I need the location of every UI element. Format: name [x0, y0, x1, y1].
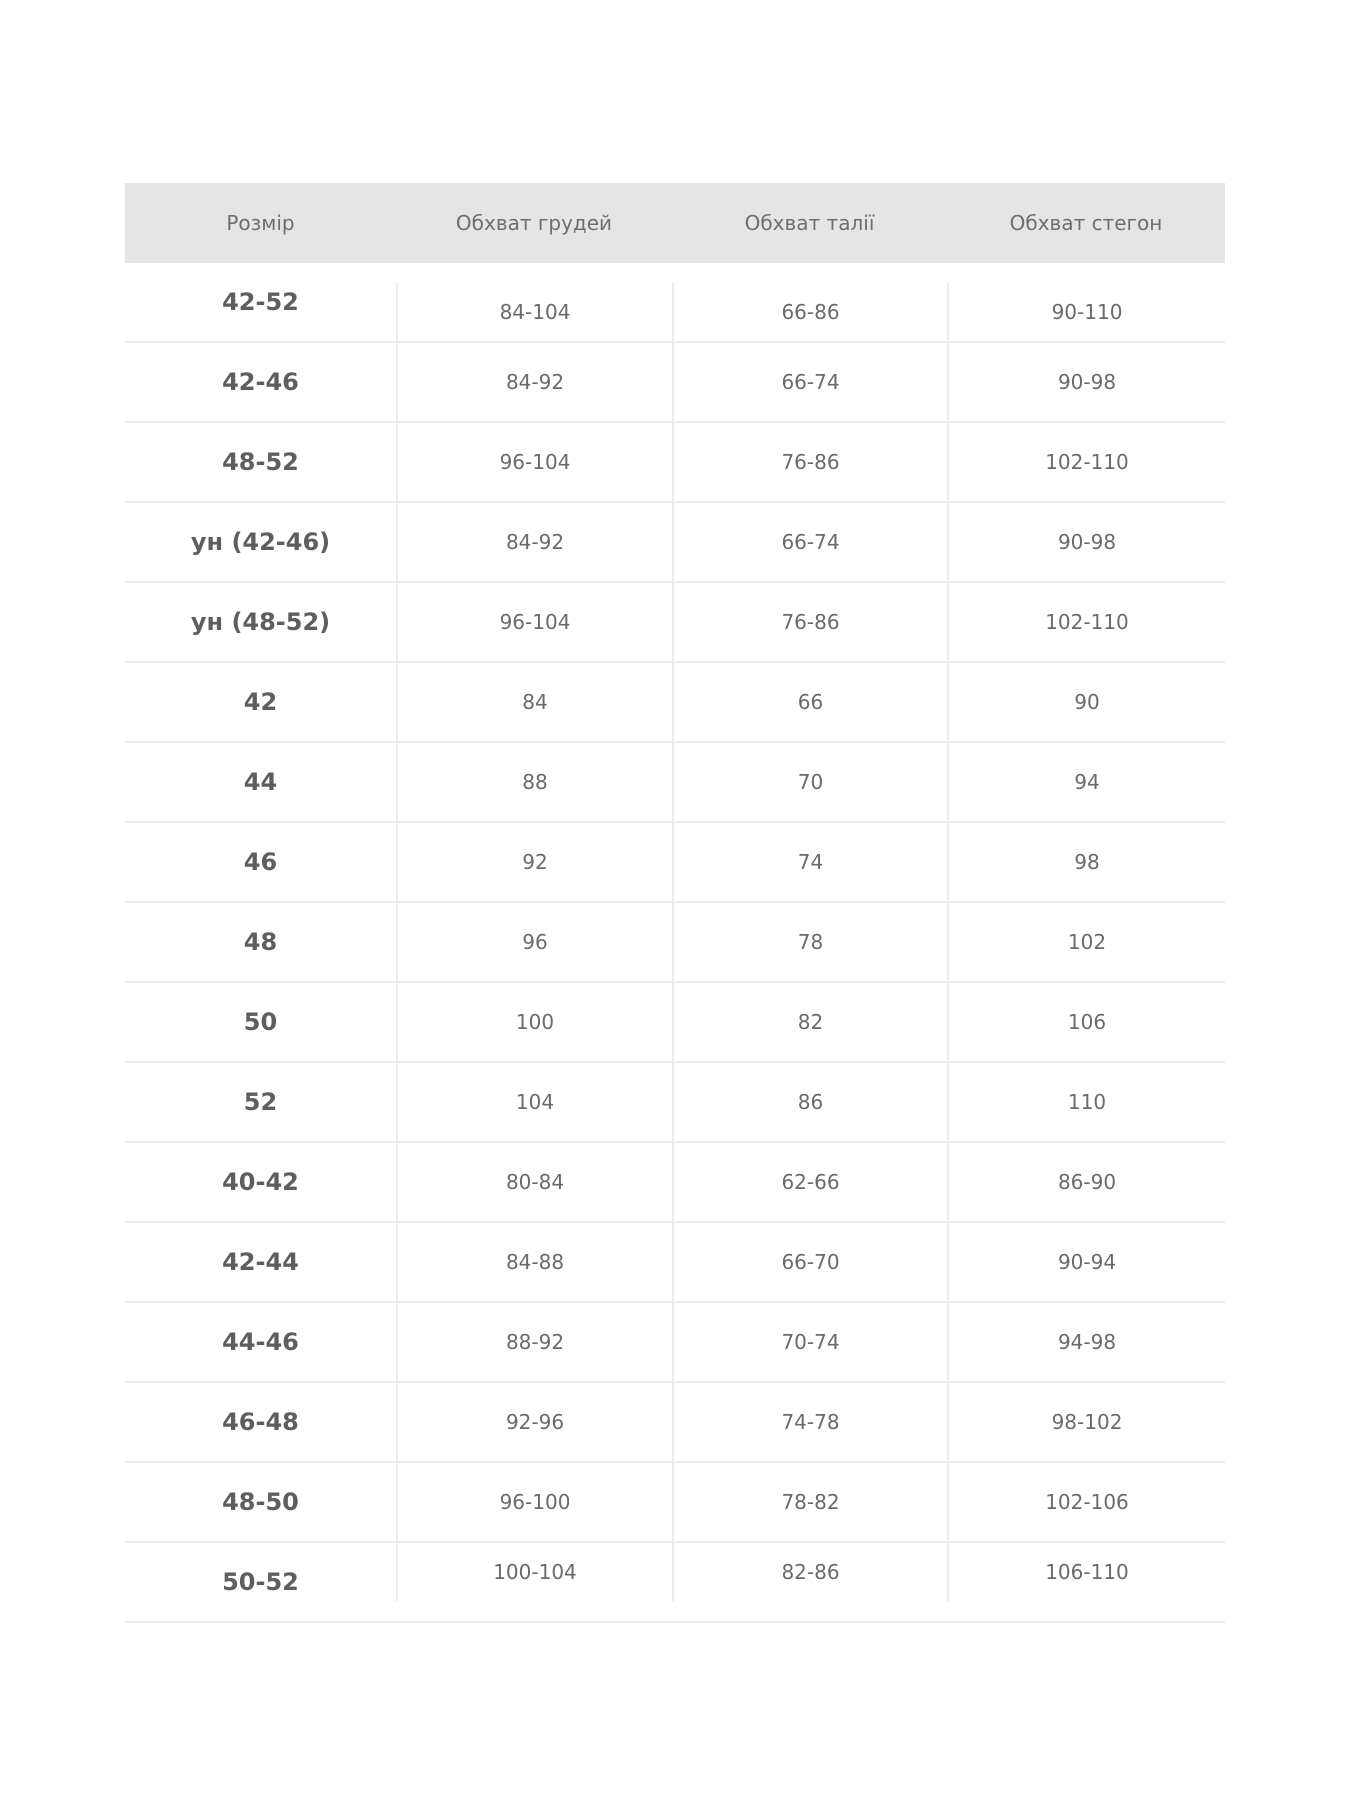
table-row: 46-48 92-96 74-78 98-102: [125, 1383, 1225, 1463]
cell-chest: 100: [396, 983, 672, 1061]
cell-size: 50-52: [222, 1568, 299, 1596]
cell-size: 48-52: [222, 448, 299, 476]
cell-size: ун (48-52): [190, 608, 331, 636]
size-chart-table: Розмір Обхват грудей Обхват талії Обхват…: [125, 183, 1225, 1623]
cell-waist: 78: [672, 903, 947, 981]
cell-hips: 90-94: [947, 1223, 1225, 1301]
cell-hips: 106-110: [947, 1543, 1225, 1601]
cell-chest: 96: [396, 903, 672, 981]
cell-waist: 76-86: [672, 423, 947, 501]
cell-waist: 66-70: [672, 1223, 947, 1301]
cell-hips: 90-98: [947, 503, 1225, 581]
cell-size: 44: [243, 768, 278, 796]
cell-waist: 78-82: [672, 1463, 947, 1541]
cell-waist: 66-74: [672, 343, 947, 421]
cell-size: 46: [243, 848, 278, 876]
cell-size: 46-48: [222, 1408, 299, 1436]
cell-waist: 82-86: [672, 1543, 947, 1601]
cell-size: 52: [243, 1088, 278, 1116]
cell-waist: 66: [672, 663, 947, 741]
header-size: Розмір: [226, 211, 295, 235]
table-row: ун (42-46) 84-92 66-74 90-98: [125, 503, 1225, 583]
cell-size: 48-50: [222, 1488, 299, 1516]
table-row: 42-46 84-92 66-74 90-98: [125, 343, 1225, 423]
table-row: 42 84 66 90: [125, 663, 1225, 743]
cell-chest: 96-104: [396, 583, 672, 661]
table-row: 48-50 96-100 78-82 102-106: [125, 1463, 1225, 1543]
cell-chest: 88-92: [396, 1303, 672, 1381]
cell-waist: 74-78: [672, 1383, 947, 1461]
cell-hips: 86-90: [947, 1143, 1225, 1221]
cell-size: 42: [243, 688, 278, 716]
cell-chest: 96-100: [396, 1463, 672, 1541]
cell-size: ун (42-46): [190, 528, 331, 556]
table-row: ун (48-52) 96-104 76-86 102-110: [125, 583, 1225, 663]
cell-size: 50: [243, 1008, 278, 1036]
cell-hips: 90: [947, 663, 1225, 741]
cell-size: 44-46: [222, 1328, 299, 1356]
cell-waist: 70: [672, 743, 947, 821]
header-chest: Обхват грудей: [455, 211, 613, 235]
cell-chest: 84-92: [396, 503, 672, 581]
cell-waist: 66-74: [672, 503, 947, 581]
cell-size: 42-52: [222, 288, 299, 316]
cell-hips: 102: [947, 903, 1225, 981]
table-row: 44-46 88-92 70-74 94-98: [125, 1303, 1225, 1383]
cell-hips: 110: [947, 1063, 1225, 1141]
cell-waist: 82: [672, 983, 947, 1061]
cell-hips: 106: [947, 983, 1225, 1061]
cell-hips: 90-98: [947, 343, 1225, 421]
cell-size: 40-42: [222, 1168, 299, 1196]
cell-waist: 74: [672, 823, 947, 901]
cell-hips: 102-110: [947, 423, 1225, 501]
cell-size: 48: [243, 928, 278, 956]
cell-hips: 94-98: [947, 1303, 1225, 1381]
cell-chest: 96-104: [396, 423, 672, 501]
table-row: 48 96 78 102: [125, 903, 1225, 983]
cell-chest: 88: [396, 743, 672, 821]
cell-chest: 80-84: [396, 1143, 672, 1221]
cell-chest: 92-96: [396, 1383, 672, 1461]
table-row: 42-52 84-104 66-86 90-110: [125, 263, 1225, 343]
cell-chest: 92: [396, 823, 672, 901]
cell-chest: 84-104: [396, 283, 672, 341]
header-waist: Обхват талії: [744, 211, 875, 235]
cell-waist: 86: [672, 1063, 947, 1141]
cell-hips: 90-110: [947, 283, 1225, 341]
cell-hips: 94: [947, 743, 1225, 821]
cell-hips: 102-110: [947, 583, 1225, 661]
cell-hips: 98-102: [947, 1383, 1225, 1461]
cell-waist: 70-74: [672, 1303, 947, 1381]
cell-chest: 84: [396, 663, 672, 741]
cell-waist: 76-86: [672, 583, 947, 661]
table-row: 46 92 74 98: [125, 823, 1225, 903]
table-row: 52 104 86 110: [125, 1063, 1225, 1143]
table-row: 48-52 96-104 76-86 102-110: [125, 423, 1225, 503]
cell-chest: 84-88: [396, 1223, 672, 1301]
cell-chest: 104: [396, 1063, 672, 1141]
cell-waist: 66-86: [672, 283, 947, 341]
cell-chest: 84-92: [396, 343, 672, 421]
table-row: 42-44 84-88 66-70 90-94: [125, 1223, 1225, 1303]
table-row: 40-42 80-84 62-66 86-90: [125, 1143, 1225, 1223]
cell-size: 42-46: [222, 368, 299, 396]
cell-size: 42-44: [222, 1248, 299, 1276]
table-row: 50 100 82 106: [125, 983, 1225, 1063]
cell-chest: 100-104: [396, 1543, 672, 1601]
table-row: 50-52 100-104 82-86 106-110: [125, 1543, 1225, 1623]
cell-hips: 98: [947, 823, 1225, 901]
table-header: Розмір Обхват грудей Обхват талії Обхват…: [125, 183, 1225, 263]
cell-waist: 62-66: [672, 1143, 947, 1221]
cell-hips: 102-106: [947, 1463, 1225, 1541]
header-hips: Обхват стегон: [1009, 211, 1163, 235]
table-row: 44 88 70 94: [125, 743, 1225, 823]
